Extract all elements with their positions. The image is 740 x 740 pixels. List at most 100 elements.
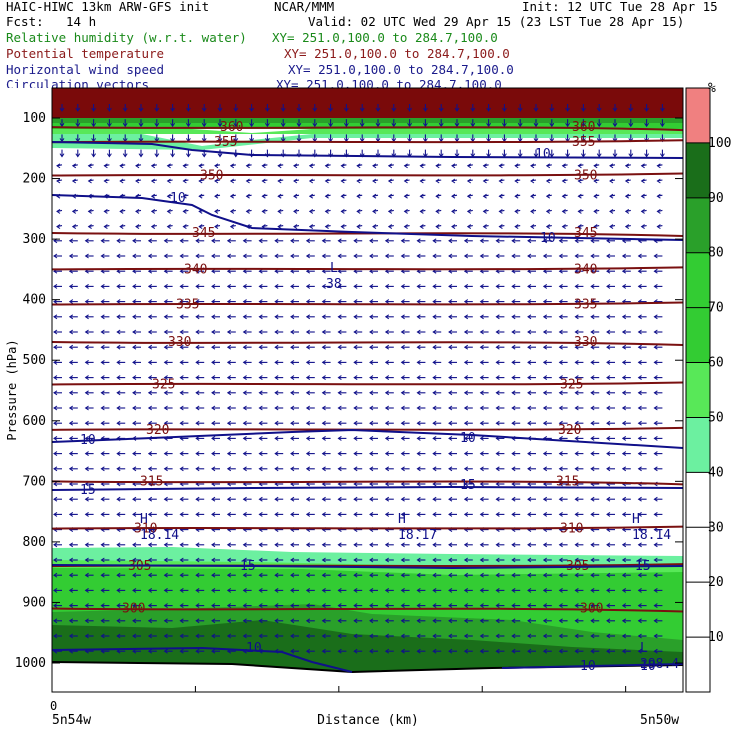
plot-frame xyxy=(51,87,684,693)
vector-arrow-head xyxy=(179,359,184,365)
vector-arrow-head xyxy=(84,587,89,593)
vector-arrow-head xyxy=(147,572,153,578)
colorbar-tick-label: 50 xyxy=(708,410,724,425)
vector-arrow-head xyxy=(242,253,247,259)
vector-arrow-head xyxy=(337,648,342,654)
vector-arrow-head xyxy=(558,359,563,365)
vector-arrow-head xyxy=(372,224,377,230)
vector-arrow-head xyxy=(656,163,661,169)
vector-arrow-head xyxy=(274,603,279,609)
vector-arrow-head xyxy=(53,283,58,289)
vector-arrow-head xyxy=(558,633,563,639)
vector-arrow-head xyxy=(321,451,326,457)
vector-arrow-head xyxy=(369,648,374,654)
vector-arrow-head xyxy=(590,344,595,350)
vector-arrow-head xyxy=(106,122,112,128)
vector-arrow-head xyxy=(53,451,58,457)
vector-arrow-head xyxy=(321,603,326,609)
vector-arrow-head xyxy=(542,329,548,335)
vector-arrow-head xyxy=(226,542,232,548)
vector-arrow-head xyxy=(242,511,247,517)
vector-arrow-head xyxy=(369,451,374,457)
vector-arrow-head xyxy=(229,163,235,169)
vector-arrow-head xyxy=(482,224,487,230)
vector-arrow-head xyxy=(432,542,437,548)
x-axis-label: Distance (km) xyxy=(317,713,419,728)
y-tick-label: 100 xyxy=(23,111,46,126)
vector-arrow-head xyxy=(274,420,279,426)
wind-speed-label: 15 xyxy=(80,483,96,498)
vector-arrow-head xyxy=(135,163,140,169)
vector-arrow-head xyxy=(53,435,58,441)
vector-arrow-head xyxy=(542,466,548,472)
vector-arrow-head xyxy=(606,329,611,335)
theta-contour-line xyxy=(52,126,683,132)
vector-arrow-head xyxy=(637,359,642,365)
vector-arrow-head xyxy=(53,329,58,335)
vector-arrow-head xyxy=(558,511,563,517)
vector-arrow-head xyxy=(353,618,358,624)
wind-speed-contour xyxy=(52,564,683,570)
theta-label: 350 xyxy=(200,169,223,184)
vector-arrow-head xyxy=(211,511,216,517)
vector-arrow-head xyxy=(163,405,168,411)
vector-arrow-head xyxy=(245,163,250,169)
vector-arrow-head xyxy=(116,314,121,320)
vector-arrow-head xyxy=(170,153,176,158)
vector-arrow-head xyxy=(432,405,437,411)
wind-speed-contour xyxy=(52,141,683,159)
vector-arrow-head xyxy=(163,238,168,244)
vector-arrow-head xyxy=(653,648,658,654)
vector-arrow-head xyxy=(542,511,548,517)
vector-arrow-head xyxy=(132,314,137,320)
vector-arrow-head xyxy=(340,178,345,184)
vector-arrow-head xyxy=(653,618,658,624)
vector-arrow-head xyxy=(242,542,247,548)
vector-arrow-head xyxy=(558,542,563,548)
vector-arrow-head xyxy=(290,314,295,320)
vector-arrow-head xyxy=(198,163,203,169)
vector-arrow-head xyxy=(400,420,405,426)
vector-arrow-head xyxy=(245,193,250,199)
vector-arrow-head xyxy=(290,542,295,548)
vector-arrow-head xyxy=(290,496,295,502)
vector-arrow-head xyxy=(356,224,361,230)
vector-arrow-head xyxy=(637,329,642,335)
vector-arrow-head xyxy=(290,587,295,593)
vector-arrow-head xyxy=(432,572,437,578)
vector-arrow-head xyxy=(132,299,137,305)
vector-arrow-head xyxy=(293,163,298,169)
vector-arrow-head xyxy=(637,314,642,320)
vector-arrow-head xyxy=(463,420,469,426)
vector-arrow-head xyxy=(163,633,168,639)
vector-arrow-head xyxy=(71,178,77,184)
vector-arrow-head xyxy=(416,435,421,441)
vector-arrow-head xyxy=(482,193,487,199)
vector-arrow-head xyxy=(432,618,437,624)
vector-arrow-head xyxy=(419,193,424,199)
vector-arrow-head xyxy=(324,193,329,199)
vector-arrow-head xyxy=(558,405,563,411)
vector-arrow-head xyxy=(195,314,200,320)
vector-arrow-head xyxy=(242,329,247,335)
vector-arrow-head xyxy=(432,253,437,259)
vector-arrow-head xyxy=(527,359,532,365)
vector-arrow-head xyxy=(226,299,232,305)
vector-arrow-head xyxy=(305,572,311,578)
vector-arrow-head xyxy=(463,557,469,563)
vector-arrow-head xyxy=(387,163,393,169)
vector-arrow-head xyxy=(147,329,153,335)
vector-arrow-head xyxy=(179,405,184,411)
vector-arrow-head xyxy=(359,122,365,128)
vector-arrow-head xyxy=(384,542,390,548)
vector-arrow-head xyxy=(147,511,153,517)
vector-arrow-head xyxy=(511,314,516,320)
vector-arrow-head xyxy=(245,178,250,184)
vector-arrow-head xyxy=(91,107,97,112)
vector-arrow-head xyxy=(321,587,326,593)
vector-arrow-head xyxy=(384,405,390,411)
vector-arrow-head xyxy=(624,224,630,230)
vector-arrow-head xyxy=(542,572,548,578)
vector-arrow-head xyxy=(324,178,329,184)
